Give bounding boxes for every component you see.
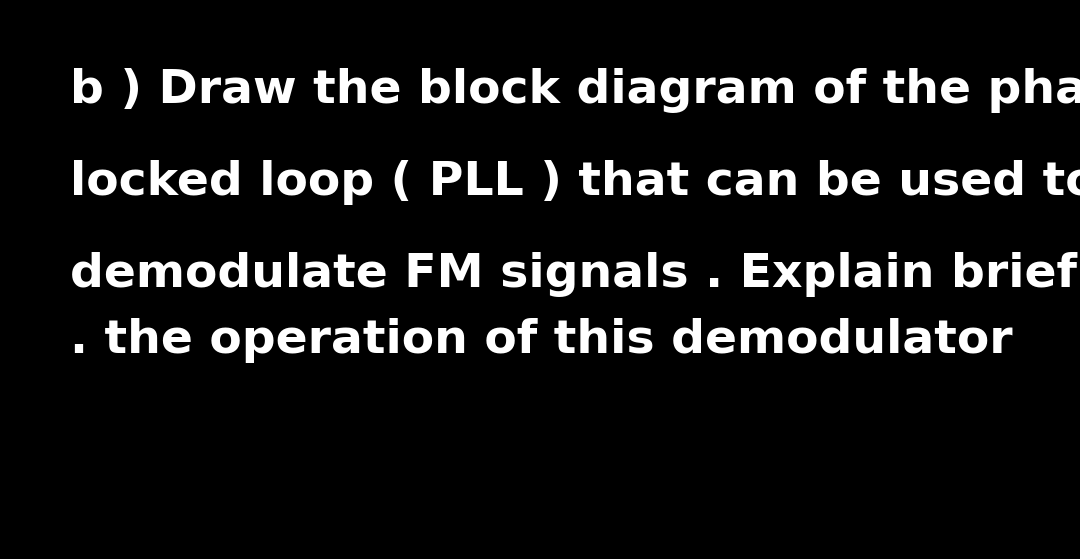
Text: b ) Draw the block diagram of the phase –: b ) Draw the block diagram of the phase … <box>70 68 1080 113</box>
Text: . the operation of this demodulator: . the operation of this demodulator <box>70 318 1013 363</box>
Text: demodulate FM signals . Explain briefly: demodulate FM signals . Explain briefly <box>70 252 1080 297</box>
Text: locked loop ( PLL ) that can be used to: locked loop ( PLL ) that can be used to <box>70 160 1080 205</box>
